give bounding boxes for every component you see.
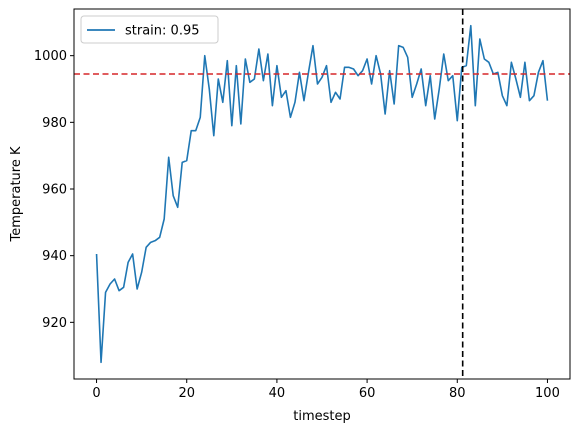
x-tick-label-60: 60	[359, 386, 376, 401]
x-tick-label-20: 20	[178, 386, 195, 401]
y-tick-label-920: 920	[42, 316, 67, 331]
x-tick-label-80: 80	[449, 386, 466, 401]
legend-label: strain: 0.95	[125, 24, 200, 39]
x-tick-label-0: 0	[92, 386, 100, 401]
x-tick-label-40: 40	[269, 386, 286, 401]
x-tick-label-100: 100	[535, 386, 560, 401]
axes-frame	[73, 8, 571, 380]
series-line-0	[95, 24, 549, 364]
y-tick-label-940: 940	[42, 249, 67, 264]
y-tick-label-980: 980	[42, 116, 67, 131]
plot-area: 0 20 40 60 80 100 920 940 960 980 1000	[34, 8, 571, 401]
x-axis-label: timestep	[293, 409, 351, 424]
legend-box	[80, 15, 219, 44]
y-axis-label: Temperature K	[9, 146, 24, 242]
y-tick-label-960: 960	[42, 183, 67, 198]
legend: strain: 0.95	[80, 15, 219, 44]
y-tick-label-1000: 1000	[34, 49, 67, 64]
